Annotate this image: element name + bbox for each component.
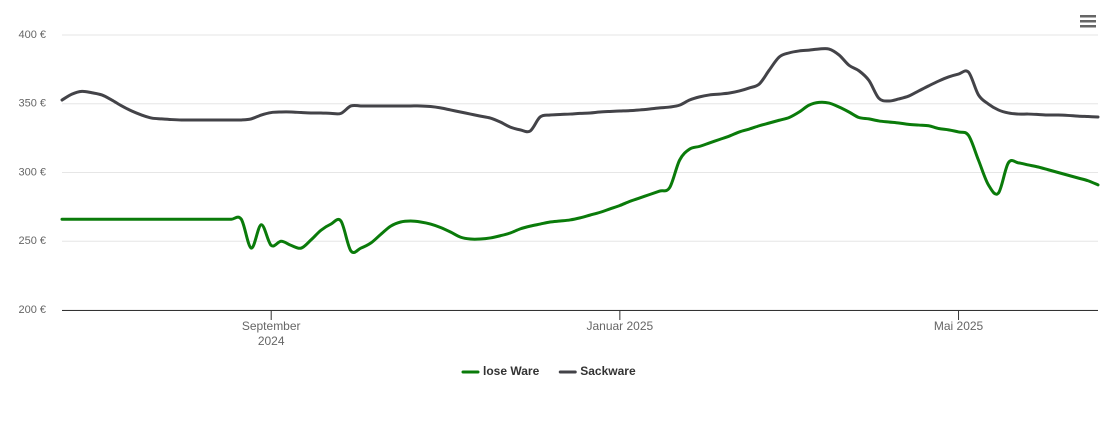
legend-label: lose Ware xyxy=(483,364,540,378)
menu-bar xyxy=(1080,15,1096,18)
legend-label: Sackware xyxy=(580,364,636,378)
y-tick-label: 250 € xyxy=(18,235,46,247)
x-tick-label: September 2024 xyxy=(241,319,301,348)
x-tick-label: Mai 2025 xyxy=(933,319,984,333)
series-line xyxy=(60,47,1100,134)
menu-bar xyxy=(1080,20,1096,23)
series-line xyxy=(60,100,1100,255)
y-tick-label: 200 € xyxy=(18,304,46,316)
y-tick-label: 300 € xyxy=(18,166,46,178)
menu-button[interactable] xyxy=(1080,15,1096,28)
menu-bar xyxy=(1080,25,1096,28)
y-tick-label: 350 € xyxy=(18,98,46,110)
x-tick-label: Januar 2025 xyxy=(586,319,654,333)
y-tick-label: 400 € xyxy=(18,29,46,41)
